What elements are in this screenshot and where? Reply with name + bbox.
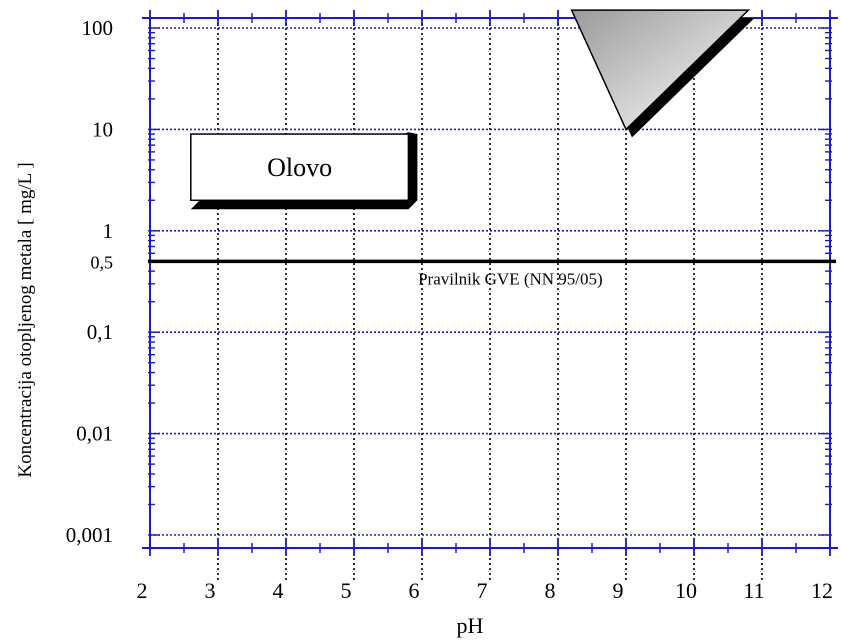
x-tick-label: 10: [675, 578, 697, 603]
x-tick-label: 3: [205, 578, 216, 603]
plot-marks: Pravilnik GVE (NN 95/05) Olovo: [148, 9, 836, 288]
x-tick-label: 12: [811, 578, 833, 603]
x-tick-label: 9: [613, 578, 624, 603]
grid: [150, 18, 830, 580]
x-tick-label: 7: [477, 578, 488, 603]
x-tick-label: 8: [545, 578, 556, 603]
x-tick-label: 11: [743, 578, 764, 603]
tick-labels: 2 3 4 5 6 7 8 9 10 11 12 100 10 1 0,5 0,1 0,01 0,001: [66, 16, 833, 603]
x-axis-label: pH: [457, 613, 484, 638]
y-tick-label: 0,1: [87, 320, 113, 344]
x-tick-label: 6: [409, 578, 420, 603]
y-tick-label: 1: [103, 219, 114, 243]
y-axis-label: Koncentracija otopljenog metala [ mg/L ]: [15, 162, 36, 477]
y-tick-label: 0,01: [76, 422, 113, 446]
y-tick-label: 0,5: [91, 252, 114, 272]
reference-line-label: Pravilnik GVE (NN 95/05): [418, 269, 603, 288]
x-tick-label: 5: [341, 578, 352, 603]
x-tick-label: 4: [273, 578, 284, 603]
y-tick-label: 100: [82, 16, 114, 40]
label-box-text: Olovo: [267, 153, 332, 182]
triangle-region: [570, 9, 751, 131]
y-tick-label: 0,001: [66, 523, 113, 547]
y-tick-label: 10: [92, 117, 113, 141]
x-tick-label: 2: [137, 578, 148, 603]
label-box: [190, 133, 410, 202]
axes: [142, 10, 838, 556]
